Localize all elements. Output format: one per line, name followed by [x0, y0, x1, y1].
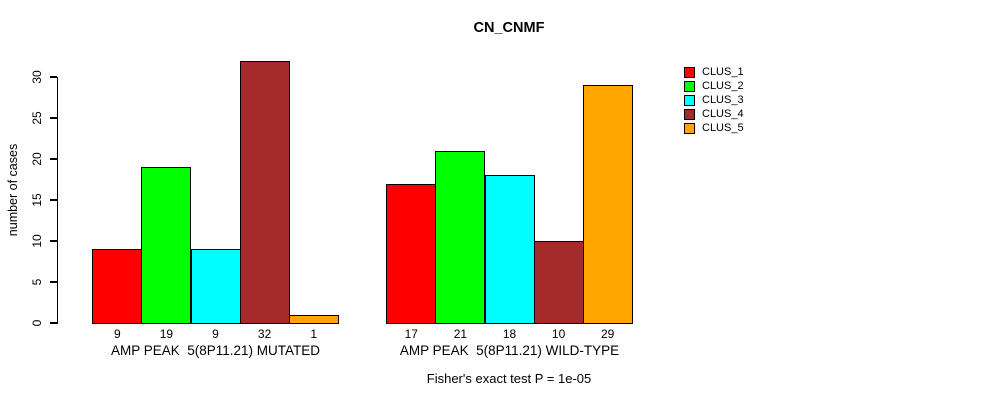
bar-clus_3-group2 — [484, 175, 535, 324]
y-tick — [49, 117, 57, 119]
bar-value-label: 29 — [601, 327, 615, 341]
bar-value-label: 19 — [159, 327, 174, 341]
bar-clus_4-group1 — [239, 60, 290, 324]
bar-clus_4-group2 — [533, 241, 584, 324]
y-tick-label: 15 — [30, 193, 44, 207]
bar-clus_1-group2 — [386, 183, 437, 324]
y-tick — [49, 76, 57, 78]
x-category-label: AMP PEAK 5(8P11.21) MUTATED — [110, 343, 321, 358]
legend-swatch-clus_4 — [684, 108, 695, 120]
bar-value-label: 9 — [113, 327, 121, 341]
legend-swatch-clus_2 — [684, 80, 695, 92]
bar-clus_5-group1 — [288, 314, 339, 324]
bar-value-label: 21 — [453, 327, 468, 341]
legend: CLUS_1 CLUS_2 CLUS_3 CLUS_4 CLUS_5 — [684, 65, 744, 135]
legend-swatch-clus_1 — [684, 66, 695, 78]
legend-swatch-clus_5 — [684, 122, 695, 134]
legend-item: CLUS_2 — [684, 79, 744, 93]
legend-item: CLUS_3 — [684, 93, 744, 107]
chart-title: CN_CNMF — [473, 20, 545, 36]
y-tick-label: 0 — [30, 319, 44, 327]
bar-value-label: 10 — [551, 327, 566, 341]
y-axis-line — [56, 77, 58, 324]
y-tick-label: 30 — [30, 70, 44, 84]
x-category-label: AMP PEAK 5(8P11.21) WILD-TYPE — [399, 343, 620, 358]
bar-value-label: 32 — [257, 327, 272, 341]
bar-value-label: 17 — [404, 327, 418, 341]
legend-label: CLUS_5 — [702, 122, 744, 134]
y-tick — [49, 322, 57, 324]
y-tick — [49, 158, 57, 160]
bar-clus_3-group1 — [190, 249, 241, 324]
legend-item: CLUS_4 — [684, 107, 744, 121]
legend-label: CLUS_1 — [702, 66, 744, 78]
legend-label: CLUS_4 — [702, 108, 744, 120]
caption: Fisher's exact test P = 1e-05 — [426, 371, 592, 386]
y-tick-label: 20 — [30, 152, 44, 166]
bar-clus_5-group2 — [582, 85, 633, 324]
y-tick — [49, 199, 57, 201]
legend-label: CLUS_2 — [702, 80, 744, 92]
bar-value-label: 18 — [502, 327, 517, 341]
bar-clus_2-group1 — [141, 167, 192, 324]
y-tick — [49, 281, 57, 283]
y-tick-label: 25 — [30, 111, 44, 125]
bar-clus_2-group2 — [435, 150, 486, 324]
y-tick-label: 5 — [30, 278, 44, 286]
legend-item: CLUS_5 — [684, 121, 744, 135]
y-tick-label: 10 — [30, 234, 44, 248]
legend-label: CLUS_3 — [702, 94, 744, 106]
bar-value-label: 1 — [310, 327, 318, 341]
legend-item: CLUS_1 — [684, 65, 744, 79]
legend-swatch-clus_3 — [684, 94, 695, 106]
y-tick — [49, 240, 57, 242]
bar-value-label: 9 — [212, 327, 219, 341]
bar-clus_1-group1 — [92, 249, 143, 324]
